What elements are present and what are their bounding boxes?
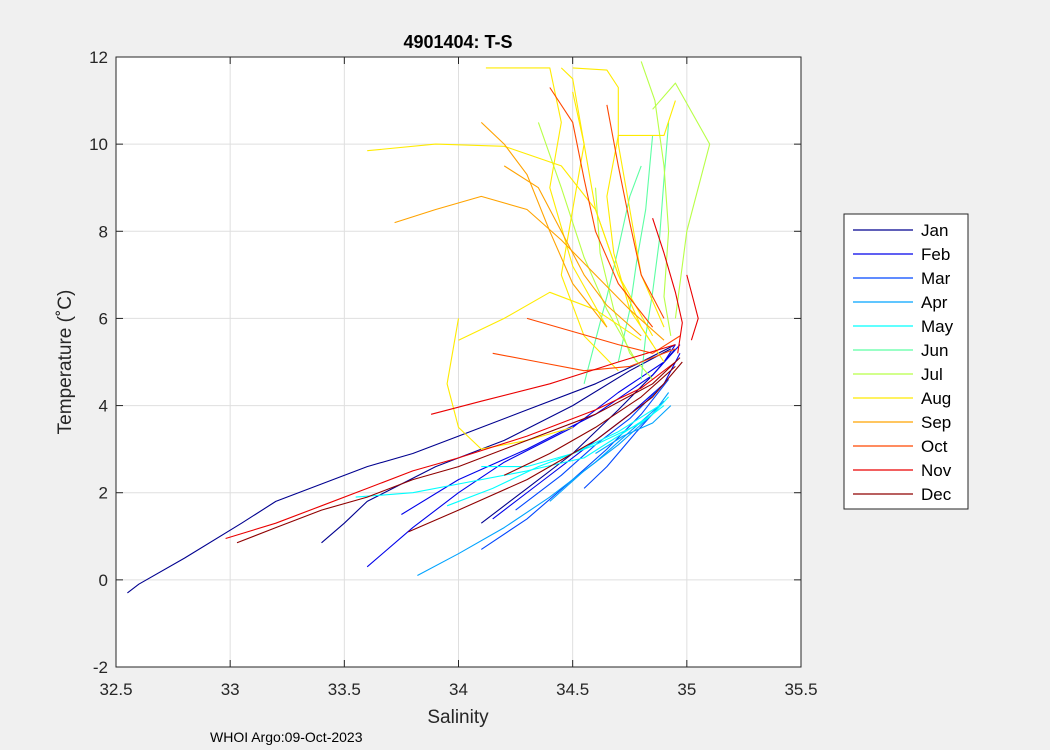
y-tick-label: 2 [99,484,108,503]
data-lines [127,61,711,594]
profile-line-oct [526,317,681,354]
profile-line-may [355,396,670,498]
profile-line-aug [560,67,654,337]
profile-line-apr [595,405,672,454]
profile-line-jan [321,348,672,544]
profile-line-dec [236,357,681,544]
profile-line-oct [549,87,654,328]
x-tick-label: 35 [677,680,696,699]
profile-line-nov [652,218,683,354]
profile-line-jan [127,344,676,594]
profile-line-jul [652,82,711,319]
profile-line-apr [417,405,660,576]
series-sep [394,122,665,341]
y-tick-label: 0 [99,571,108,590]
profile-line-jul [640,61,672,336]
profile-line-dec [408,361,683,533]
profile-line-sep [480,122,608,328]
footer-credit: WHOI Argo:09-Oct-2023 [210,729,363,745]
legend-box [843,213,969,510]
y-tick-label: -2 [93,658,108,677]
profile-line-oct [492,348,676,372]
profile-line-sep [503,165,642,337]
x-axis-label: Salinity [427,707,489,728]
profile-line-oct [606,104,665,319]
legend-label-may: May [921,317,954,336]
y-tick-label: 6 [99,309,108,328]
series-nov [225,218,699,540]
legend-label-oct: Oct [921,437,948,456]
x-tick-label: 33.5 [328,680,361,699]
legend-label-dec: Dec [921,485,952,504]
legend-label-nov: Nov [921,461,952,480]
profile-line-aug [458,291,642,341]
legend-label-apr: Apr [921,293,948,312]
profile-line-mar [480,379,670,550]
profile-line-jun [617,135,654,363]
legend-label-mar: Mar [921,269,951,288]
series-oct [492,87,681,372]
legend-label-jan: Jan [921,221,948,240]
profile-line-jun [583,165,642,384]
x-tick-label: 33 [221,680,240,699]
profile-line-aug [485,67,608,328]
profile-line-feb [366,344,676,568]
x-tick-label: 34 [449,680,468,699]
legend: Jan Feb Mar Apr May Jun Jul Aug Sep Oct Nov Dec [843,213,969,510]
profile-line-sep [394,195,665,341]
profile-line-jul [594,187,654,380]
legend-label-jun: Jun [921,341,948,360]
y-tick-label: 8 [99,222,108,241]
series-dec [236,357,683,544]
axes: 32.5 33 33.5 34 34.5 35 35.5 -2 0 2 4 6 8 10 12 [89,48,817,699]
legend-label-aug: Aug [921,389,951,408]
x-tick-label: 34.5 [556,680,589,699]
y-tick-label: 12 [89,48,108,67]
x-tick-label: 32.5 [99,680,132,699]
x-tick-label: 35.5 [784,680,817,699]
profile-line-nov [430,344,676,415]
legend-label-jul: Jul [921,365,943,384]
chart-title: 4901404: T-S [403,32,512,52]
profile-line-nov [686,274,699,341]
y-tick-label: 10 [89,135,108,154]
profile-line-dec [503,365,676,476]
profile-line-aug [446,318,573,450]
y-axis-label: Temperature (˚C) [55,290,76,435]
y-tick-label: 4 [99,397,108,416]
legend-label-sep: Sep [921,413,951,432]
profile-line-nov [225,361,676,540]
profile-line-aug [367,143,665,363]
legend-label-feb: Feb [921,245,950,264]
